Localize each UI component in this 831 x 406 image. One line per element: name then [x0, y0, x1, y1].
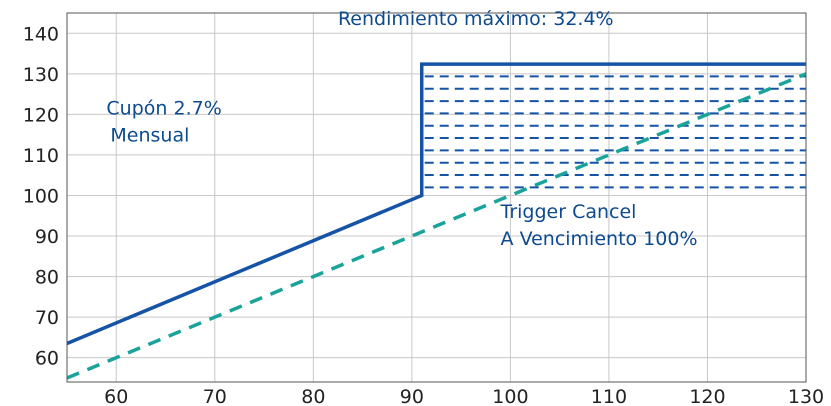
- hatch-region: [424, 63, 806, 189]
- underlying-line: [66, 72, 807, 380]
- x-tick-label: 130: [788, 386, 824, 406]
- annotation-coupon-line-2: Mensual: [110, 124, 189, 146]
- x-tick-label: 70: [203, 386, 227, 406]
- y-tick-label: 140: [23, 23, 59, 45]
- plot-frame: [66, 12, 807, 383]
- y-axis-ticks: 60 70 80 90 100 110 120 130 140: [23, 23, 59, 369]
- grid-lines: [67, 13, 807, 382]
- x-tick-label: 80: [301, 386, 325, 406]
- annotation-coupon-line-1: Cupón 2.7%: [106, 97, 221, 119]
- y-tick-label: 70: [35, 307, 59, 329]
- x-tick-label: 100: [492, 386, 528, 406]
- y-tick-label: 100: [23, 185, 59, 207]
- annotation-trigger-line-2: A Vencimiento 100%: [501, 228, 698, 250]
- y-tick-label: 60: [35, 348, 59, 370]
- x-tick-label: 120: [689, 386, 725, 406]
- y-tick-label: 80: [35, 267, 59, 289]
- x-tick-label: 60: [104, 386, 128, 406]
- y-tick-label: 90: [35, 226, 59, 248]
- x-tick-label: 90: [400, 386, 424, 406]
- annotations: Rendimiento máximo: 32.4% Cupón 2.7% Mensu…: [106, 8, 697, 250]
- product-payoff-line: [66, 62, 806, 346]
- x-tick-label: 110: [591, 386, 627, 406]
- y-tick-label: 110: [23, 145, 59, 167]
- annotation-max-yield-line-1: Rendimiento máximo: 32.4%: [338, 8, 614, 30]
- annotation-trigger-line-1: Trigger Cancel: [500, 201, 637, 223]
- x-axis-ticks: 60 70 80 90 100 110 120 130: [104, 386, 824, 406]
- y-tick-label: 120: [23, 104, 59, 126]
- series-lines: [66, 62, 807, 380]
- y-tick-label: 130: [23, 64, 59, 86]
